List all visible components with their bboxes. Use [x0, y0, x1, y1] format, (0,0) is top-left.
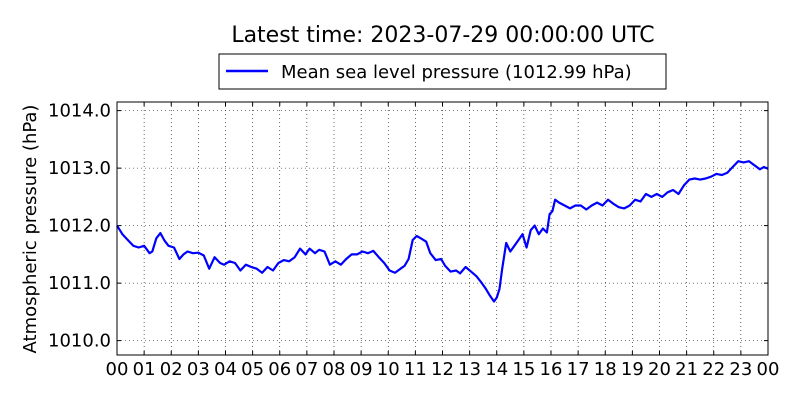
x-tick-label: 07	[295, 359, 318, 380]
x-tick-label: 00	[757, 359, 780, 380]
x-tick-label: 22	[702, 359, 725, 380]
x-tick-label: 19	[621, 359, 644, 380]
x-tick-label: 14	[485, 359, 508, 380]
x-tick-label: 17	[567, 359, 590, 380]
x-tick-label: 11	[404, 359, 427, 380]
legend-label: Mean sea level pressure (1012.99 hPa)	[281, 62, 632, 83]
x-tick-label: 05	[241, 359, 264, 380]
grid	[117, 102, 768, 355]
x-tick-label: 21	[675, 359, 698, 380]
x-tick-label: 02	[160, 359, 183, 380]
x-tick-label: 12	[431, 359, 454, 380]
legend: Mean sea level pressure (1012.99 hPa)	[218, 53, 667, 90]
x-tick-label: 18	[594, 359, 617, 380]
x-tick-label: 01	[133, 359, 156, 380]
x-tick-label: 03	[187, 359, 210, 380]
y-tick-label: 1012.0	[48, 216, 111, 237]
plot-frame	[116, 101, 769, 356]
x-tick-label: 13	[458, 359, 481, 380]
x-tick-label: 04	[214, 359, 237, 380]
y-tick-labels: 1010.0 1011.0 1012.0 1013.0 1014.0	[48, 101, 111, 352]
y-tick-label: 1011.0	[48, 273, 111, 294]
x-tick-label: 09	[350, 359, 373, 380]
x-tick-label: 16	[540, 359, 563, 380]
x-tick-label: 10	[377, 359, 400, 380]
x-tick-label: 00	[106, 359, 129, 380]
x-tick-label: 15	[512, 359, 535, 380]
x-tick-labels: 00 01 02 03 04 05 06 07 08 09 10 11 12 13 14 15 16 17 18 19…	[106, 359, 780, 380]
legend-box	[218, 53, 667, 90]
y-tick-label: 1013.0	[48, 158, 111, 179]
y-tick-label: 1014.0	[48, 101, 111, 122]
series-line	[116, 160, 769, 303]
x-tick-label: 08	[323, 359, 346, 380]
x-tick-label: 06	[268, 359, 291, 380]
series-group	[116, 160, 769, 303]
x-tick-label: 23	[729, 359, 752, 380]
chart-title: Latest time: 2023-07-29 00:00:00 UTC	[231, 23, 654, 48]
x-tick-label: 20	[648, 359, 671, 380]
y-tick-label: 1010.0	[48, 331, 111, 352]
y-axis-label: Atmospheric pressure (hPa)	[20, 105, 41, 354]
